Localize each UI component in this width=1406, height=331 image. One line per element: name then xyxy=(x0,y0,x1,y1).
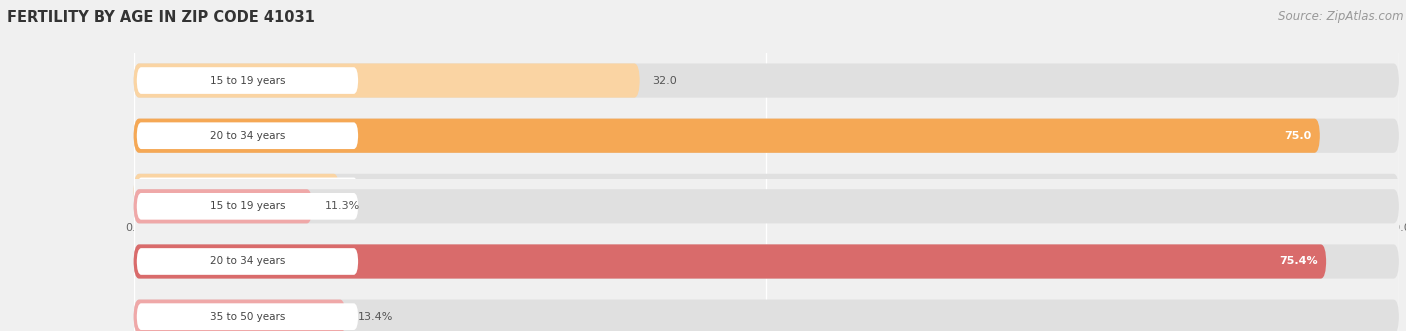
FancyBboxPatch shape xyxy=(134,300,346,331)
FancyBboxPatch shape xyxy=(134,64,1399,98)
Text: FERTILITY BY AGE IN ZIP CODE 41031: FERTILITY BY AGE IN ZIP CODE 41031 xyxy=(7,10,315,25)
FancyBboxPatch shape xyxy=(134,174,339,208)
Text: 11.3%: 11.3% xyxy=(325,201,360,211)
Text: 75.0: 75.0 xyxy=(1285,131,1312,141)
FancyBboxPatch shape xyxy=(134,174,1399,208)
FancyBboxPatch shape xyxy=(134,300,1399,331)
FancyBboxPatch shape xyxy=(134,64,640,98)
FancyBboxPatch shape xyxy=(134,189,312,223)
FancyBboxPatch shape xyxy=(136,67,359,94)
Text: 13.4%: 13.4% xyxy=(359,312,394,322)
Text: 75.4%: 75.4% xyxy=(1279,257,1319,266)
FancyBboxPatch shape xyxy=(134,244,1399,279)
Text: 13.0: 13.0 xyxy=(352,186,377,196)
Text: 20 to 34 years: 20 to 34 years xyxy=(209,257,285,266)
Text: 35 to 50 years: 35 to 50 years xyxy=(209,186,285,196)
Text: 32.0: 32.0 xyxy=(652,75,678,85)
Text: 15 to 19 years: 15 to 19 years xyxy=(209,75,285,85)
FancyBboxPatch shape xyxy=(134,118,1320,153)
FancyBboxPatch shape xyxy=(134,244,1326,279)
FancyBboxPatch shape xyxy=(134,118,1399,153)
FancyBboxPatch shape xyxy=(136,122,359,149)
FancyBboxPatch shape xyxy=(136,248,359,275)
FancyBboxPatch shape xyxy=(136,177,359,204)
Text: 15 to 19 years: 15 to 19 years xyxy=(209,201,285,211)
FancyBboxPatch shape xyxy=(136,303,359,330)
Text: 35 to 50 years: 35 to 50 years xyxy=(209,312,285,322)
FancyBboxPatch shape xyxy=(134,189,1399,223)
Text: Source: ZipAtlas.com: Source: ZipAtlas.com xyxy=(1278,10,1403,23)
Text: 20 to 34 years: 20 to 34 years xyxy=(209,131,285,141)
FancyBboxPatch shape xyxy=(136,193,359,220)
